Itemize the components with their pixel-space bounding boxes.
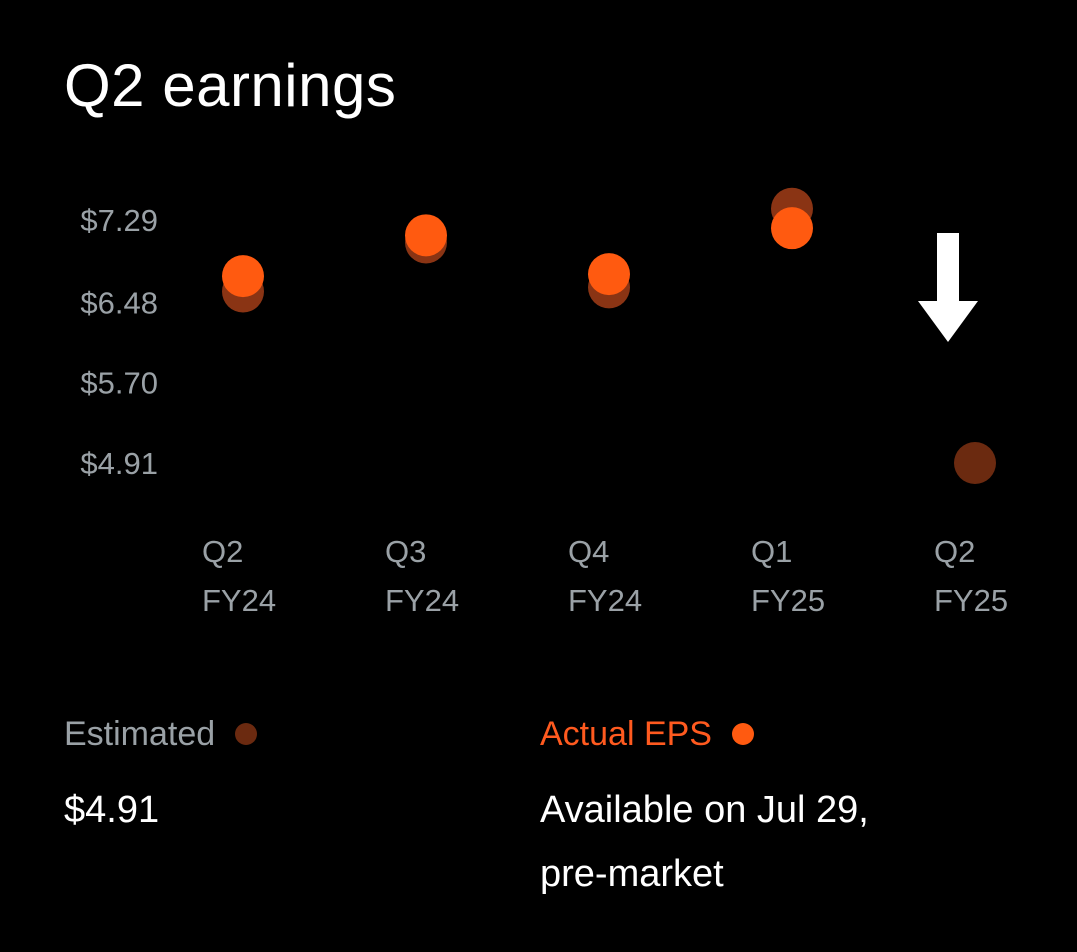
actual-point xyxy=(405,214,447,257)
x-tick-label: FY25 xyxy=(751,583,825,618)
legend-estimated: Estimated $4.91 xyxy=(64,712,258,842)
actual-point xyxy=(222,255,264,298)
x-tick-label: Q3 xyxy=(385,534,426,569)
down-arrow-head xyxy=(918,301,978,342)
estimated-point xyxy=(954,442,996,484)
actual-series xyxy=(222,207,813,298)
y-tick-label: $7.29 xyxy=(80,203,158,238)
legend-estimated-dot-icon xyxy=(235,723,258,745)
x-tick-label: FY24 xyxy=(202,583,276,618)
legend-actual-value-line2: pre-market xyxy=(540,853,724,895)
estimated-series xyxy=(222,187,996,484)
legend-actual-label: Actual EPS xyxy=(540,715,712,753)
legend-estimated-label: Estimated xyxy=(64,715,216,753)
y-tick-label: $4.91 xyxy=(80,446,158,481)
x-tick-label: FY24 xyxy=(385,583,459,618)
legend-actual-value: Available on Jul 29, pre-market xyxy=(540,778,1060,906)
page-title: Q2 earnings xyxy=(64,52,397,119)
x-axis-ticks: Q2 FY24 Q3 FY24 Q4 FY24 Q1 FY25 Q2 FY25 xyxy=(202,534,1008,618)
x-tick-label: Q1 xyxy=(751,534,792,569)
legend-actual-dot-icon xyxy=(731,723,754,745)
down-arrow-shaft xyxy=(937,233,959,303)
down-arrow-icon xyxy=(918,233,978,342)
y-tick-label: $6.48 xyxy=(80,286,158,321)
actual-point xyxy=(771,207,813,250)
legend-estimated-value: $4.91 xyxy=(64,789,160,831)
x-tick-label: Q2 xyxy=(202,534,243,569)
x-tick-label: FY25 xyxy=(934,583,1008,618)
legend-actual: Actual EPS Available on Jul 29, pre-mark… xyxy=(540,712,1060,906)
y-axis-ticks: $7.29 $6.48 $5.70 $4.91 xyxy=(80,203,158,481)
x-tick-label: Q2 xyxy=(934,534,975,569)
y-tick-label: $5.70 xyxy=(80,365,158,400)
x-tick-label: Q4 xyxy=(568,534,609,569)
x-tick-label: FY24 xyxy=(568,583,642,618)
actual-point xyxy=(588,253,630,296)
legend-actual-value-line1: Available on Jul 29, xyxy=(540,789,869,831)
